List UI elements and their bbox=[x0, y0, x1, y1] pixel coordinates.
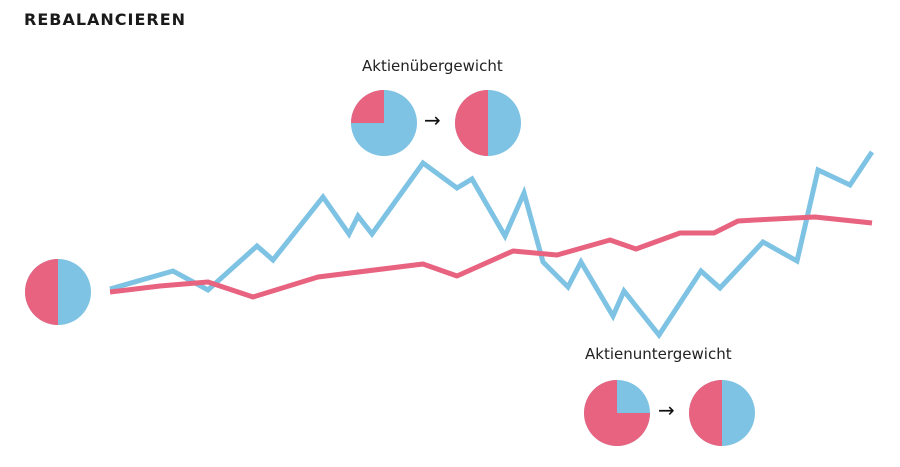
pie-slice-bonds bbox=[689, 380, 722, 446]
underweight-label: Aktienuntergewicht bbox=[585, 345, 732, 363]
overweight-after-pie bbox=[455, 90, 521, 156]
diagram-title: REBALANCIEREN bbox=[24, 10, 187, 29]
pie-slice-bonds bbox=[584, 380, 650, 446]
arrow-icon: → bbox=[424, 108, 441, 132]
bonds-line bbox=[109, 214, 873, 300]
overweight-before-pie bbox=[351, 90, 417, 156]
underweight-before-pie bbox=[584, 380, 650, 446]
underweight-after-pie bbox=[689, 380, 755, 446]
arrow-icon: → bbox=[658, 398, 675, 422]
start-pie bbox=[25, 259, 91, 325]
stocks-line bbox=[109, 150, 875, 340]
overweight-label: Aktienübergewicht bbox=[362, 57, 503, 75]
pie-slice-bonds bbox=[351, 90, 384, 123]
pie-slice-bonds bbox=[455, 90, 488, 156]
pie-slice-bonds bbox=[25, 259, 58, 325]
